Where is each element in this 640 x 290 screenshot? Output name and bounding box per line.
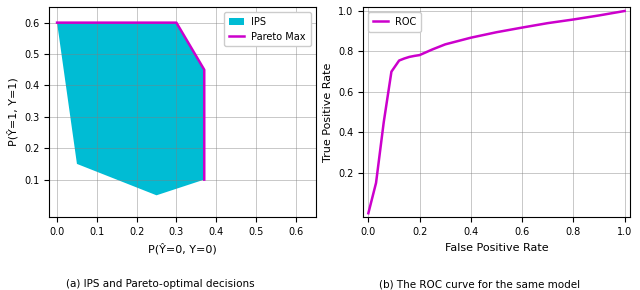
- ROC: [406, 55, 413, 59]
- Y-axis label: P(Ŷ=1, Y=1): P(Ŷ=1, Y=1): [7, 78, 19, 146]
- ROC: [365, 211, 372, 215]
- Legend: IPS, Pareto Max: IPS, Pareto Max: [224, 12, 311, 46]
- Line: ROC: ROC: [369, 11, 625, 213]
- Legend: ROC: ROC: [368, 12, 421, 32]
- ROC: [388, 70, 396, 73]
- ROC: [372, 181, 380, 185]
- ROC: [380, 120, 388, 124]
- ROC: [396, 59, 403, 62]
- ROC: [401, 57, 408, 60]
- ROC: [570, 18, 577, 21]
- ROC: [429, 48, 436, 51]
- Pareto Max: [53, 21, 61, 24]
- Pareto Max: [200, 68, 208, 71]
- ROC: [467, 36, 475, 39]
- X-axis label: P(Ŷ=0, Y=0): P(Ŷ=0, Y=0): [148, 242, 217, 254]
- Pareto Max: [200, 178, 208, 181]
- Pareto Max: [173, 21, 180, 24]
- ROC: [416, 53, 424, 57]
- ROC: [595, 14, 603, 17]
- X-axis label: False Positive Rate: False Positive Rate: [445, 242, 548, 253]
- Text: (b) The ROC curve for the same model: (b) The ROC curve for the same model: [380, 279, 580, 289]
- Line: Pareto Max: Pareto Max: [57, 23, 204, 180]
- ROC: [518, 26, 526, 29]
- Y-axis label: True Positive Rate: True Positive Rate: [323, 62, 333, 162]
- ROC: [621, 9, 628, 13]
- ROC: [544, 21, 552, 25]
- ROC: [367, 201, 375, 205]
- Text: (a) IPS and Pareto-optimal decisions: (a) IPS and Pareto-optimal decisions: [66, 279, 254, 289]
- ROC: [493, 30, 500, 34]
- ROC: [442, 43, 449, 46]
- Polygon shape: [57, 23, 204, 195]
- ROC: [411, 54, 419, 58]
